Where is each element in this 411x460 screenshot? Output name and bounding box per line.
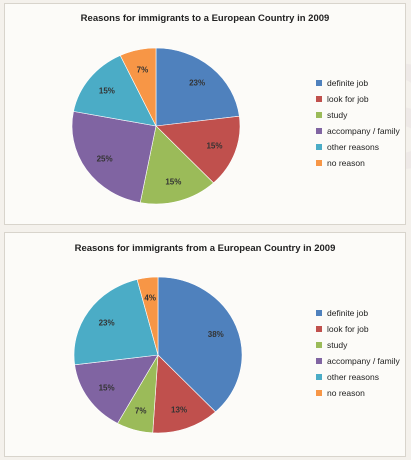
slice-value-label: 23% xyxy=(189,79,205,88)
pie-slice-other-reasons xyxy=(73,279,159,366)
legend-item: other reasons xyxy=(316,369,400,385)
chart-title: Reasons for immigrants to a European Cou… xyxy=(80,13,330,24)
pie-slice-definite-job xyxy=(155,47,240,127)
chart-panel-to: Reasons for immigrants to a European Cou… xyxy=(4,3,406,225)
legend-label: definite job xyxy=(327,308,369,318)
legend-label: no reason xyxy=(327,158,365,168)
legend-swatch xyxy=(316,342,322,348)
slice-value-label: 13% xyxy=(171,405,187,414)
slice-value-label: 38% xyxy=(208,330,224,339)
legend-swatch xyxy=(316,374,322,380)
slice-value-label: 25% xyxy=(97,154,113,163)
legend-label: other reasons xyxy=(327,142,379,152)
legend-swatch xyxy=(316,358,322,364)
legend-label: study xyxy=(327,340,348,350)
legend-swatch xyxy=(316,80,322,86)
pie-chart-to: 23% 15% 15% 25% 15% 7% xyxy=(71,47,241,205)
legend-swatch xyxy=(316,96,322,102)
pie-slice-other-reasons xyxy=(73,55,157,127)
pie-slice-accompany-family xyxy=(71,111,157,203)
legend-swatch xyxy=(316,128,322,134)
legend-item: definite job xyxy=(316,305,400,321)
slice-value-label: 4% xyxy=(144,294,156,303)
legend-swatch xyxy=(316,112,322,118)
legend-label: accompany / family xyxy=(327,126,400,136)
legend-label: study xyxy=(327,110,348,120)
legend-item: accompany / family xyxy=(316,353,400,369)
legend-swatch xyxy=(316,390,322,396)
chart-title: Reasons for immigrants from a European C… xyxy=(74,243,336,254)
pie-chart-from: 38% 13% 7% 15% 23% 4% xyxy=(73,276,243,434)
pie-slice-look-for-job xyxy=(152,354,216,434)
legend-swatch xyxy=(316,144,322,150)
legend-item: study xyxy=(316,337,400,353)
legend-item: other reasons xyxy=(316,139,400,155)
legend-label: look for job xyxy=(327,324,369,334)
legend-item: no reason xyxy=(316,385,400,401)
slice-value-label: 15% xyxy=(165,177,181,186)
legend-label: no reason xyxy=(327,388,365,398)
legend-label: accompany / family xyxy=(327,356,400,366)
legend-item: look for job xyxy=(316,91,400,107)
slice-value-label: 15% xyxy=(99,383,115,392)
pie-slice-no-reason xyxy=(119,47,157,127)
legend-item: no reason xyxy=(316,155,400,171)
slice-value-label: 23% xyxy=(99,319,115,328)
legend-label: definite job xyxy=(327,78,369,88)
legend-swatch xyxy=(316,160,322,166)
slice-value-label: 7% xyxy=(137,66,149,75)
slice-value-label: 15% xyxy=(99,87,115,96)
legend-item: study xyxy=(316,107,400,123)
slice-value-label: 7% xyxy=(135,406,147,415)
legend-item: accompany / family xyxy=(316,123,400,139)
pie-slice-no-reason xyxy=(136,276,159,356)
legend-item: definite job xyxy=(316,75,400,91)
legend: definite job look for job study accompany /… xyxy=(316,75,400,171)
chart-panel-from: Reasons for immigrants from a European C… xyxy=(4,232,406,457)
pie-slice-study xyxy=(139,125,214,205)
legend-item: look for job xyxy=(316,321,400,337)
pie-slice-definite-job xyxy=(157,276,243,413)
legend-label: other reasons xyxy=(327,372,379,382)
legend-swatch xyxy=(316,310,322,316)
legend: definite job look for job study accompany /… xyxy=(316,305,400,401)
pie-slice-accompany-family xyxy=(74,354,159,424)
slice-value-label: 15% xyxy=(206,142,222,151)
legend-label: look for job xyxy=(327,94,369,104)
legend-swatch xyxy=(316,326,322,332)
pie-slice-look-for-job xyxy=(155,115,241,184)
